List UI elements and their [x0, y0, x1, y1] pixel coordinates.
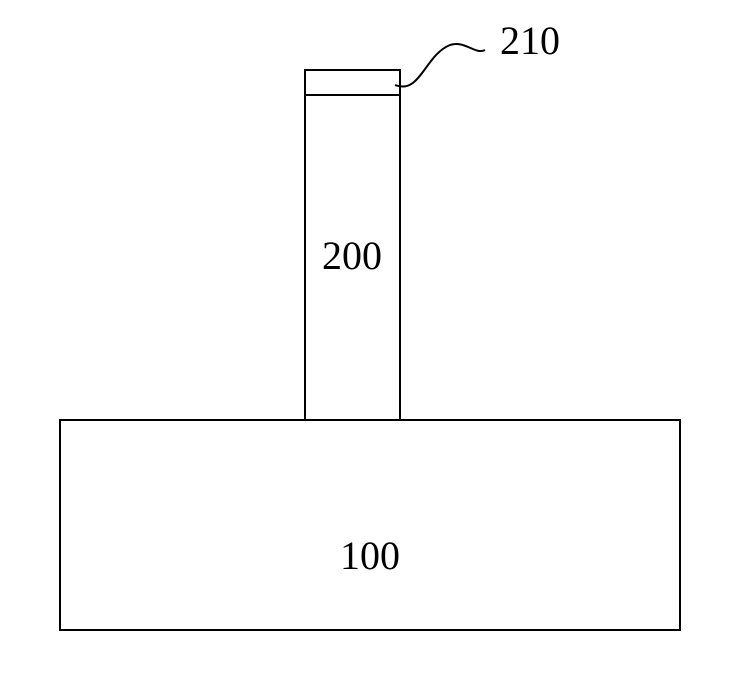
- cap-leader-line: [395, 44, 485, 87]
- substrate-label: 100: [340, 533, 400, 578]
- cap-label: 210: [500, 18, 560, 63]
- cap-rect: [305, 70, 400, 95]
- fin-label: 200: [322, 233, 382, 278]
- diagram-canvas: 100 200 210: [0, 0, 737, 673]
- substrate-rect: [60, 420, 680, 630]
